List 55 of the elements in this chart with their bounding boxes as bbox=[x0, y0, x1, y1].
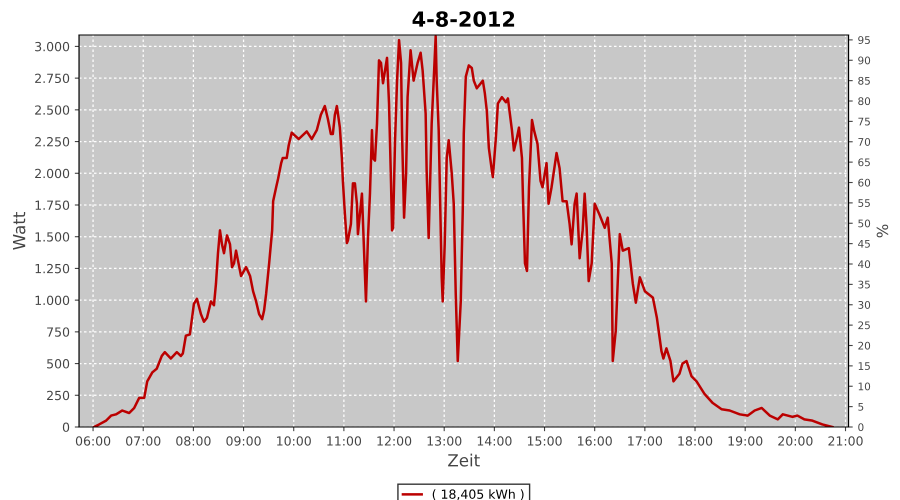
y-axis-title: Watt bbox=[13, 212, 26, 250]
y2-tick-label: 75 bbox=[858, 118, 870, 126]
y-tick-label: 1.250 bbox=[36, 264, 70, 274]
x-tick-label: 21:00 bbox=[828, 436, 863, 446]
y-tick-label: 750 bbox=[47, 327, 70, 337]
x-tick-label: 16:00 bbox=[578, 436, 612, 446]
y-tick-label: 2.000 bbox=[35, 168, 70, 178]
y-tick-label: 2.750 bbox=[35, 74, 70, 84]
x-tick-label: 07:00 bbox=[126, 436, 160, 446]
x-tick-label: 11:00 bbox=[327, 436, 362, 446]
x-tick-label: 14:00 bbox=[478, 436, 512, 446]
x-tick-label: 12:00 bbox=[377, 436, 412, 446]
y-tick-label: 500 bbox=[47, 359, 70, 368]
y2-tick-label: 65 bbox=[858, 158, 870, 166]
x-tick-label: 10:00 bbox=[277, 436, 311, 446]
y2-tick-label: 45 bbox=[858, 240, 870, 248]
line-series bbox=[92, 35, 834, 427]
y-tick-label: 0 bbox=[62, 422, 70, 432]
y2-tick-label: 90 bbox=[858, 56, 870, 64]
legend-label: ( 18,405 kWh ) bbox=[432, 489, 524, 500]
y2-tick-label: 5 bbox=[858, 402, 864, 411]
y2-tick-label: 40 bbox=[858, 260, 870, 268]
y2-tick-label: 85 bbox=[858, 76, 870, 85]
y-tick-label: 2.250 bbox=[35, 137, 70, 146]
x-tick-label: 06:00 bbox=[76, 436, 110, 446]
x-tick-label: 20:00 bbox=[778, 436, 813, 446]
y2-tick-label: 30 bbox=[858, 300, 870, 309]
x-tick-label: 17:00 bbox=[628, 436, 662, 446]
y2-tick-label: 80 bbox=[858, 97, 870, 106]
y-tick-label: 1.500 bbox=[36, 232, 70, 242]
y2-tick-label: 20 bbox=[858, 342, 870, 350]
x-tick-label: 13:00 bbox=[428, 436, 462, 446]
x-tick-label: 08:00 bbox=[176, 436, 211, 446]
y2-axis-title: % bbox=[876, 224, 888, 238]
y-tick-label: 250 bbox=[47, 390, 70, 400]
y2-tick-label: 55 bbox=[858, 199, 870, 207]
x-tick-label: 18:00 bbox=[678, 436, 712, 446]
chart-title: 4-8-2012 bbox=[412, 11, 514, 27]
y-tick-label: 2.500 bbox=[35, 105, 70, 115]
y2-tick-label: 10 bbox=[858, 382, 870, 390]
y2-tick-label: 50 bbox=[858, 219, 870, 228]
y2-tick-label: 35 bbox=[858, 280, 870, 288]
y2-tick-label: 60 bbox=[858, 178, 870, 187]
y2-tick-label: 15 bbox=[858, 362, 870, 370]
y-tick-label: 3.000 bbox=[35, 42, 70, 52]
y2-tick-label: 70 bbox=[858, 138, 870, 146]
x-tick-label: 15:00 bbox=[528, 436, 562, 446]
y2-tick-label: 95 bbox=[858, 36, 870, 44]
y2-tick-label: 0 bbox=[858, 423, 864, 432]
y-tick-label: 1.750 bbox=[36, 200, 70, 210]
x-tick-label: 19:00 bbox=[728, 436, 762, 446]
y2-tick-label: 25 bbox=[858, 321, 870, 330]
x-axis-title: Zeit bbox=[448, 454, 480, 467]
y-tick-label: 1.000 bbox=[36, 296, 70, 306]
x-tick-label: 09:00 bbox=[226, 436, 261, 446]
